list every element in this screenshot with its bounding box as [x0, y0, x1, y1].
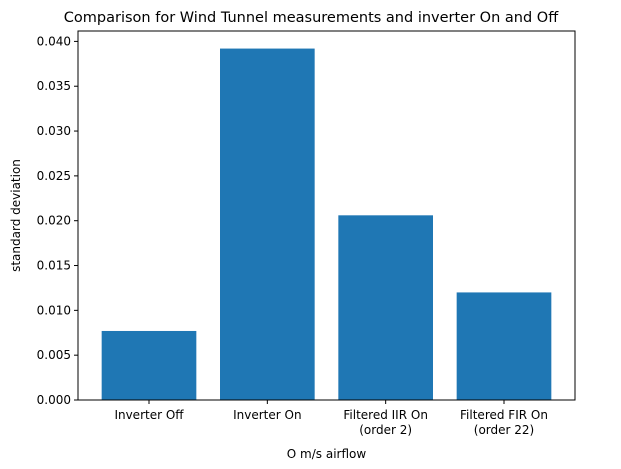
- x-tick-label-2: Filtered IIR On (order 2): [343, 408, 428, 437]
- x-tick-label-line: Filtered FIR On: [460, 408, 548, 422]
- plot-frame: [77, 30, 576, 401]
- x-axis: Inverter Off Inverter On Filtered IIR On (o…: [114, 400, 548, 437]
- y-tick-label-0: 0.000: [37, 393, 71, 407]
- x-tick-label-1: Inverter On: [233, 408, 301, 422]
- x-tick-label-line: (order 2): [359, 423, 412, 437]
- chart-title: Comparison for Wind Tunnel measurements …: [64, 10, 559, 26]
- x-axis-label: O m/s airflow: [287, 447, 367, 461]
- bar-3: [456, 292, 552, 400]
- y-tick-label-8: 0.040: [37, 34, 71, 48]
- y-tick-label-4: 0.020: [37, 214, 71, 228]
- y-tick-label-6: 0.030: [37, 124, 71, 138]
- x-tick-label-line: Filtered IIR On: [343, 408, 428, 422]
- bar-2: [338, 215, 433, 400]
- y-tick-label-7: 0.035: [37, 79, 71, 93]
- y-axis: 0.000 0.005 0.010 0.015 0.020 0.025 0.030 0.035…: [37, 34, 78, 407]
- x-tick-label-line: (order 22): [474, 423, 534, 437]
- y-axis-label: standard deviation: [9, 159, 23, 272]
- y-tick-label-1: 0.005: [37, 348, 71, 362]
- bar-0: [101, 330, 197, 400]
- y-tick-label-2: 0.010: [37, 303, 71, 317]
- bars-group: [101, 48, 552, 400]
- x-tick-label-line: Inverter On: [233, 408, 301, 422]
- x-tick-label-0: Inverter Off: [114, 408, 184, 422]
- x-tick-label-line: Inverter Off: [114, 408, 184, 422]
- y-tick-label-3: 0.015: [37, 259, 71, 273]
- bar-1: [220, 48, 315, 400]
- y-tick-label-5: 0.025: [37, 169, 71, 183]
- x-tick-label-3: Filtered FIR On (order 22): [460, 408, 548, 437]
